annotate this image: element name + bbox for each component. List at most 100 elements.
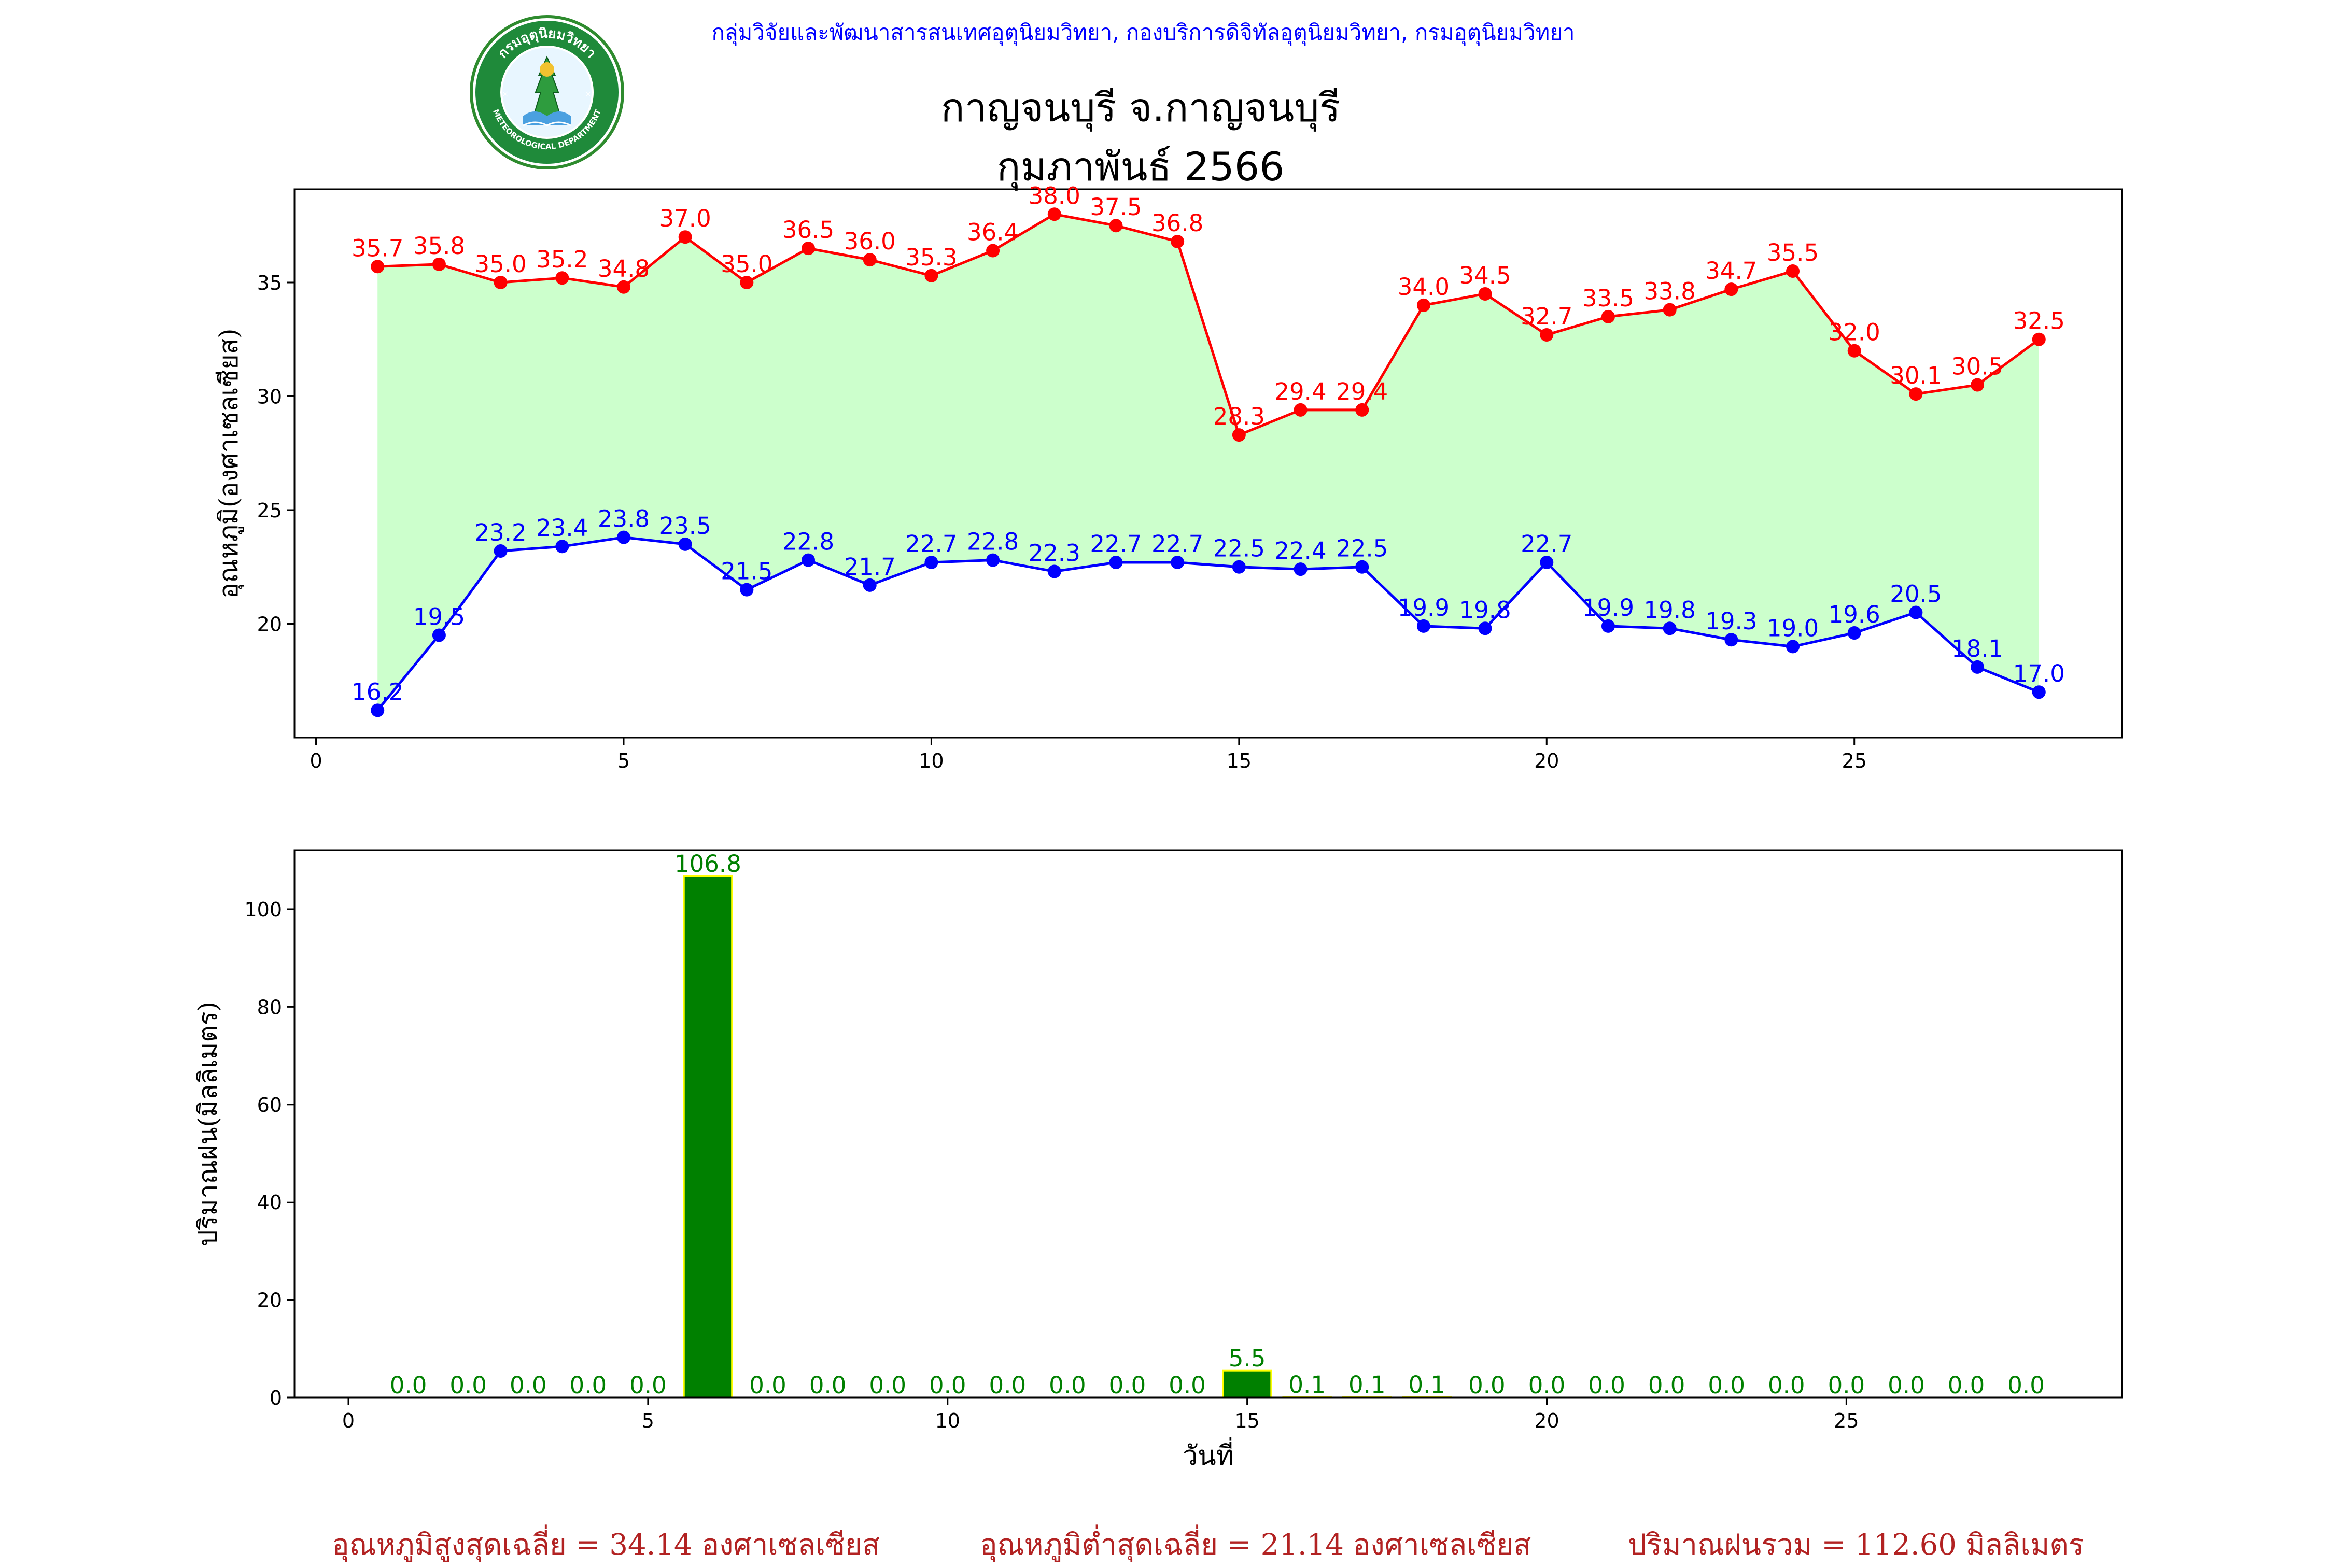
min-temperature-label: 17.0	[2013, 660, 2065, 687]
rainfall-axis-label: ปริมาณฝน(มิลลิเมตร)	[193, 1001, 223, 1246]
temperature-range-fill	[377, 214, 2039, 711]
rain-y-tick-label: 40	[257, 1191, 282, 1214]
total-rainfall: ปริมาณฝนรวม = 112.60 มิลลิเมตร	[1628, 1528, 2084, 1562]
rainfall-value-label: 0.0	[1648, 1372, 1685, 1399]
min-temperature-point	[1847, 626, 1861, 640]
max-temperature-point	[2032, 332, 2046, 346]
temp-x-tick-label: 20	[1534, 750, 1559, 772]
max-temperature-point	[1047, 207, 1061, 221]
max-temperature-point	[863, 253, 877, 267]
max-temperature-point	[616, 280, 630, 294]
meteorological-department-logo: กรมอุตุนิยมวิทยา METEOROLOGICAL DEPARTME…	[470, 15, 624, 169]
min-temperature-point	[616, 530, 630, 544]
rainfall-value-label: 0.0	[869, 1372, 906, 1399]
min-temperature-label: 22.7	[1151, 530, 1203, 558]
max-temperature-point	[1540, 328, 1554, 342]
rain-x-tick-label: 25	[1834, 1409, 1859, 1432]
temperature-axis-label: อุณหภูมิ(องศาเซลเซียส)	[214, 328, 244, 598]
max-temperature-label: 36.0	[844, 228, 896, 255]
min-temperature-point	[1909, 605, 1923, 619]
rain-x-tick-label: 5	[642, 1409, 654, 1432]
min-temperature-label: 22.7	[1521, 530, 1572, 558]
rainfall-value-label: 0.0	[1828, 1372, 1865, 1399]
rainfall-value-label: 0.0	[1109, 1372, 1146, 1399]
rainfall-value-label: 0.0	[1049, 1372, 1086, 1399]
min-temperature-point	[1786, 640, 1800, 654]
temp-x-tick-label: 25	[1842, 750, 1867, 772]
max-temperature-label: 28.3	[1213, 403, 1265, 430]
min-temperature-label: 22.3	[1029, 540, 1080, 567]
min-temperature-point	[371, 703, 385, 717]
max-temperature-point	[1663, 303, 1677, 317]
min-temperature-label: 18.1	[1951, 635, 2003, 662]
average-min-temperature: อุณหภูมิต่ำสุดเฉลี่ย = 21.14 องศาเซลเซีย…	[980, 1528, 1531, 1562]
min-temperature-point	[1171, 555, 1185, 569]
min-temperature-point	[740, 583, 754, 597]
max-temperature-point	[1786, 264, 1800, 278]
min-temperature-label: 22.8	[967, 528, 1019, 556]
rainfall-value-label: 0.0	[1588, 1372, 1625, 1399]
svg-text:✳: ✳	[584, 89, 592, 100]
max-temperature-label: 36.5	[782, 216, 834, 244]
max-temperature-point	[432, 257, 446, 271]
max-temperature-label: 35.0	[721, 250, 772, 278]
rain-x-tick-label: 0	[342, 1409, 355, 1432]
rainfall-value-label: 5.5	[1229, 1345, 1266, 1372]
max-temperature-point	[678, 230, 692, 244]
rain-x-tick-label: 10	[935, 1409, 960, 1432]
min-temperature-point	[986, 553, 1000, 567]
temperature-plot-frame	[293, 188, 2123, 739]
rainfall-value-label: 0.1	[1288, 1371, 1326, 1399]
rainfall-value-label: 0.0	[1468, 1372, 1506, 1399]
min-temperature-point	[678, 537, 692, 551]
rain-x-tick-label: 20	[1534, 1409, 1559, 1432]
min-temperature-label: 20.5	[1890, 581, 1942, 608]
max-temperature-label: 34.0	[1398, 273, 1450, 301]
min-temperature-point	[924, 555, 938, 569]
max-temperature-label: 32.0	[1829, 319, 1880, 346]
max-temperature-label: 34.5	[1459, 262, 1511, 289]
rainfall-value-label: 0.0	[749, 1372, 786, 1399]
max-temperature-label: 32.7	[1521, 303, 1572, 330]
min-temperature-label: 19.5	[413, 603, 465, 630]
data-source-credit: กลุ่มวิจัยและพัฒนาสารสนเทศอุตุนิยมวิทยา,…	[711, 20, 1575, 45]
min-temperature-point	[494, 544, 508, 558]
min-temperature-label: 21.5	[721, 558, 772, 585]
max-temperature-label: 32.5	[2013, 307, 2065, 335]
temp-x-tick-label: 10	[919, 750, 944, 772]
max-temperature-point	[1847, 344, 1861, 358]
max-temperature-label: 35.7	[352, 234, 403, 262]
max-temperature-point	[1971, 378, 1985, 392]
max-temperature-label: 33.8	[1644, 278, 1696, 305]
max-temperature-point	[1909, 387, 1923, 401]
min-temperature-point	[2032, 685, 2046, 699]
rain-y-tick-label: 20	[257, 1289, 282, 1312]
max-temperature-point	[802, 242, 816, 256]
rainfall-value-label: 0.1	[1409, 1371, 1446, 1399]
min-temperature-label: 22.7	[905, 530, 957, 558]
max-temperature-point	[555, 271, 569, 285]
max-temperature-point	[924, 269, 938, 282]
min-temperature-point	[1540, 555, 1554, 569]
min-temperature-label: 19.0	[1767, 614, 1819, 642]
min-temperature-point	[802, 553, 816, 567]
rainfall-value-label: 0.1	[1348, 1371, 1386, 1399]
rainfall-value-label: 0.0	[1169, 1372, 1206, 1399]
rain-y-tick-label: 80	[257, 996, 282, 1019]
min-temperature-point	[555, 540, 569, 554]
svg-text:✳: ✳	[501, 89, 509, 100]
max-temperature-label: 30.1	[1890, 362, 1942, 389]
max-temperature-label: 29.4	[1336, 378, 1388, 405]
max-temperature-label: 34.7	[1705, 257, 1757, 285]
max-temperature-label: 35.3	[905, 244, 957, 271]
min-temperature-point	[1294, 562, 1308, 576]
max-temperature-point	[1724, 282, 1738, 296]
max-temperature-label: 38.0	[1029, 182, 1080, 209]
temp-y-tick-label: 25	[257, 499, 282, 522]
min-temperature-point	[1109, 555, 1123, 569]
min-temperature-point	[1478, 621, 1492, 635]
temp-x-tick-label: 5	[617, 750, 630, 772]
rain-y-tick-label: 60	[257, 1094, 282, 1117]
day-axis-label: วันที่	[1183, 1437, 1234, 1472]
max-temperature-label: 36.8	[1151, 209, 1203, 237]
